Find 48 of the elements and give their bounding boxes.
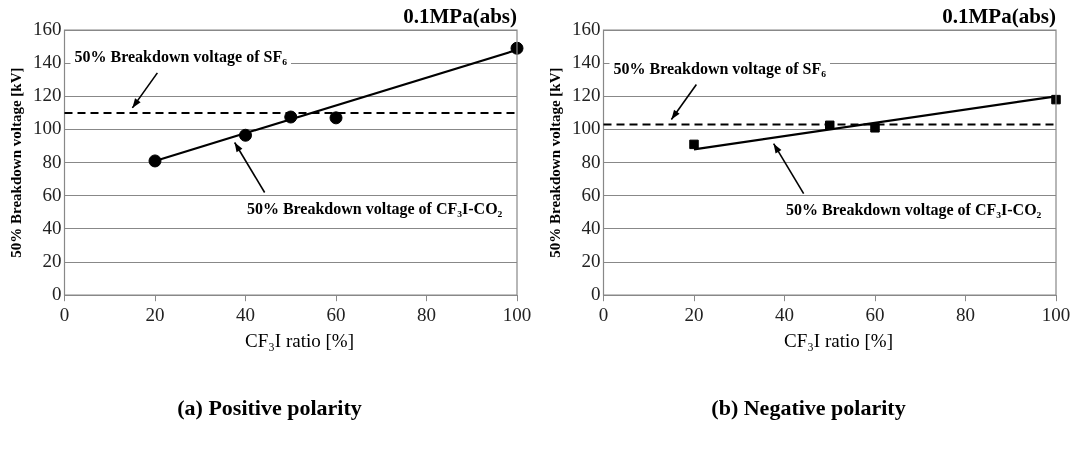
point xyxy=(870,123,880,133)
x-tick-label: 60 xyxy=(326,303,346,325)
y-tick-label: 100 xyxy=(33,117,62,139)
text: (b) Negative polarity xyxy=(710,395,907,421)
y-tick-label: 40 xyxy=(581,216,601,238)
x-axis-title: CF₃I ratio [%] xyxy=(783,330,894,352)
text: 0.1MPa(abs) xyxy=(403,3,517,28)
x-tick-label: 40 xyxy=(236,303,255,325)
text: 50% Breakdown voltage of CF₃I-CO₂ xyxy=(246,199,503,218)
y-tick-label: 20 xyxy=(42,250,62,272)
y-axis-title: 50% Breakdown voltage [kV] xyxy=(546,67,563,258)
y-tick-label: 120 xyxy=(572,84,601,106)
ref-line-label: 50% Breakdown voltage of SF₆ xyxy=(74,48,288,67)
y-tick-label: 20 xyxy=(581,250,601,272)
y-tick-label: 0 xyxy=(52,283,62,305)
x-tick-label: 20 xyxy=(684,303,704,325)
x-tick-label: 80 xyxy=(956,303,975,325)
x-tick-label: 80 xyxy=(417,303,436,325)
y-tick-label: 40 xyxy=(42,216,62,238)
point xyxy=(284,110,298,124)
y-axis-title: 50% Breakdown voltage [kV] xyxy=(7,67,24,258)
point xyxy=(239,128,252,142)
x-axis-title: CF₃I ratio [%] xyxy=(244,330,355,352)
x-tick-label: 100 xyxy=(502,303,532,325)
point xyxy=(329,111,343,125)
y-tick-label: 160 xyxy=(33,17,62,39)
x-tick-label: 60 xyxy=(865,303,885,325)
y-tick-label: 60 xyxy=(42,183,62,205)
y-tick-label: 160 xyxy=(572,17,601,39)
point xyxy=(825,120,835,131)
text: 50% Breakdown voltage of CF₃I-CO₂ xyxy=(785,200,1042,219)
y-tick-label: 0 xyxy=(591,283,601,305)
x-tick-label: 20 xyxy=(145,303,165,325)
y-tick-label: 60 xyxy=(581,183,601,205)
y-tick-label: 80 xyxy=(42,150,62,172)
x-tick-label: 40 xyxy=(775,303,794,325)
point xyxy=(1051,94,1061,105)
y-tick-label: 140 xyxy=(33,51,62,73)
ref-line-label: 50% Breakdown voltage of SF₆ xyxy=(613,59,827,78)
point xyxy=(689,139,699,150)
y-tick-label: 140 xyxy=(572,51,601,73)
point xyxy=(148,154,162,168)
text: 0.1MPa(abs) xyxy=(942,3,1056,28)
x-tick-label: 100 xyxy=(1041,303,1071,325)
y-tick-label: 100 xyxy=(572,117,601,139)
y-tick-label: 80 xyxy=(581,150,601,172)
y-tick-label: 120 xyxy=(33,84,62,106)
text: (a) Positive polarity xyxy=(176,395,363,421)
